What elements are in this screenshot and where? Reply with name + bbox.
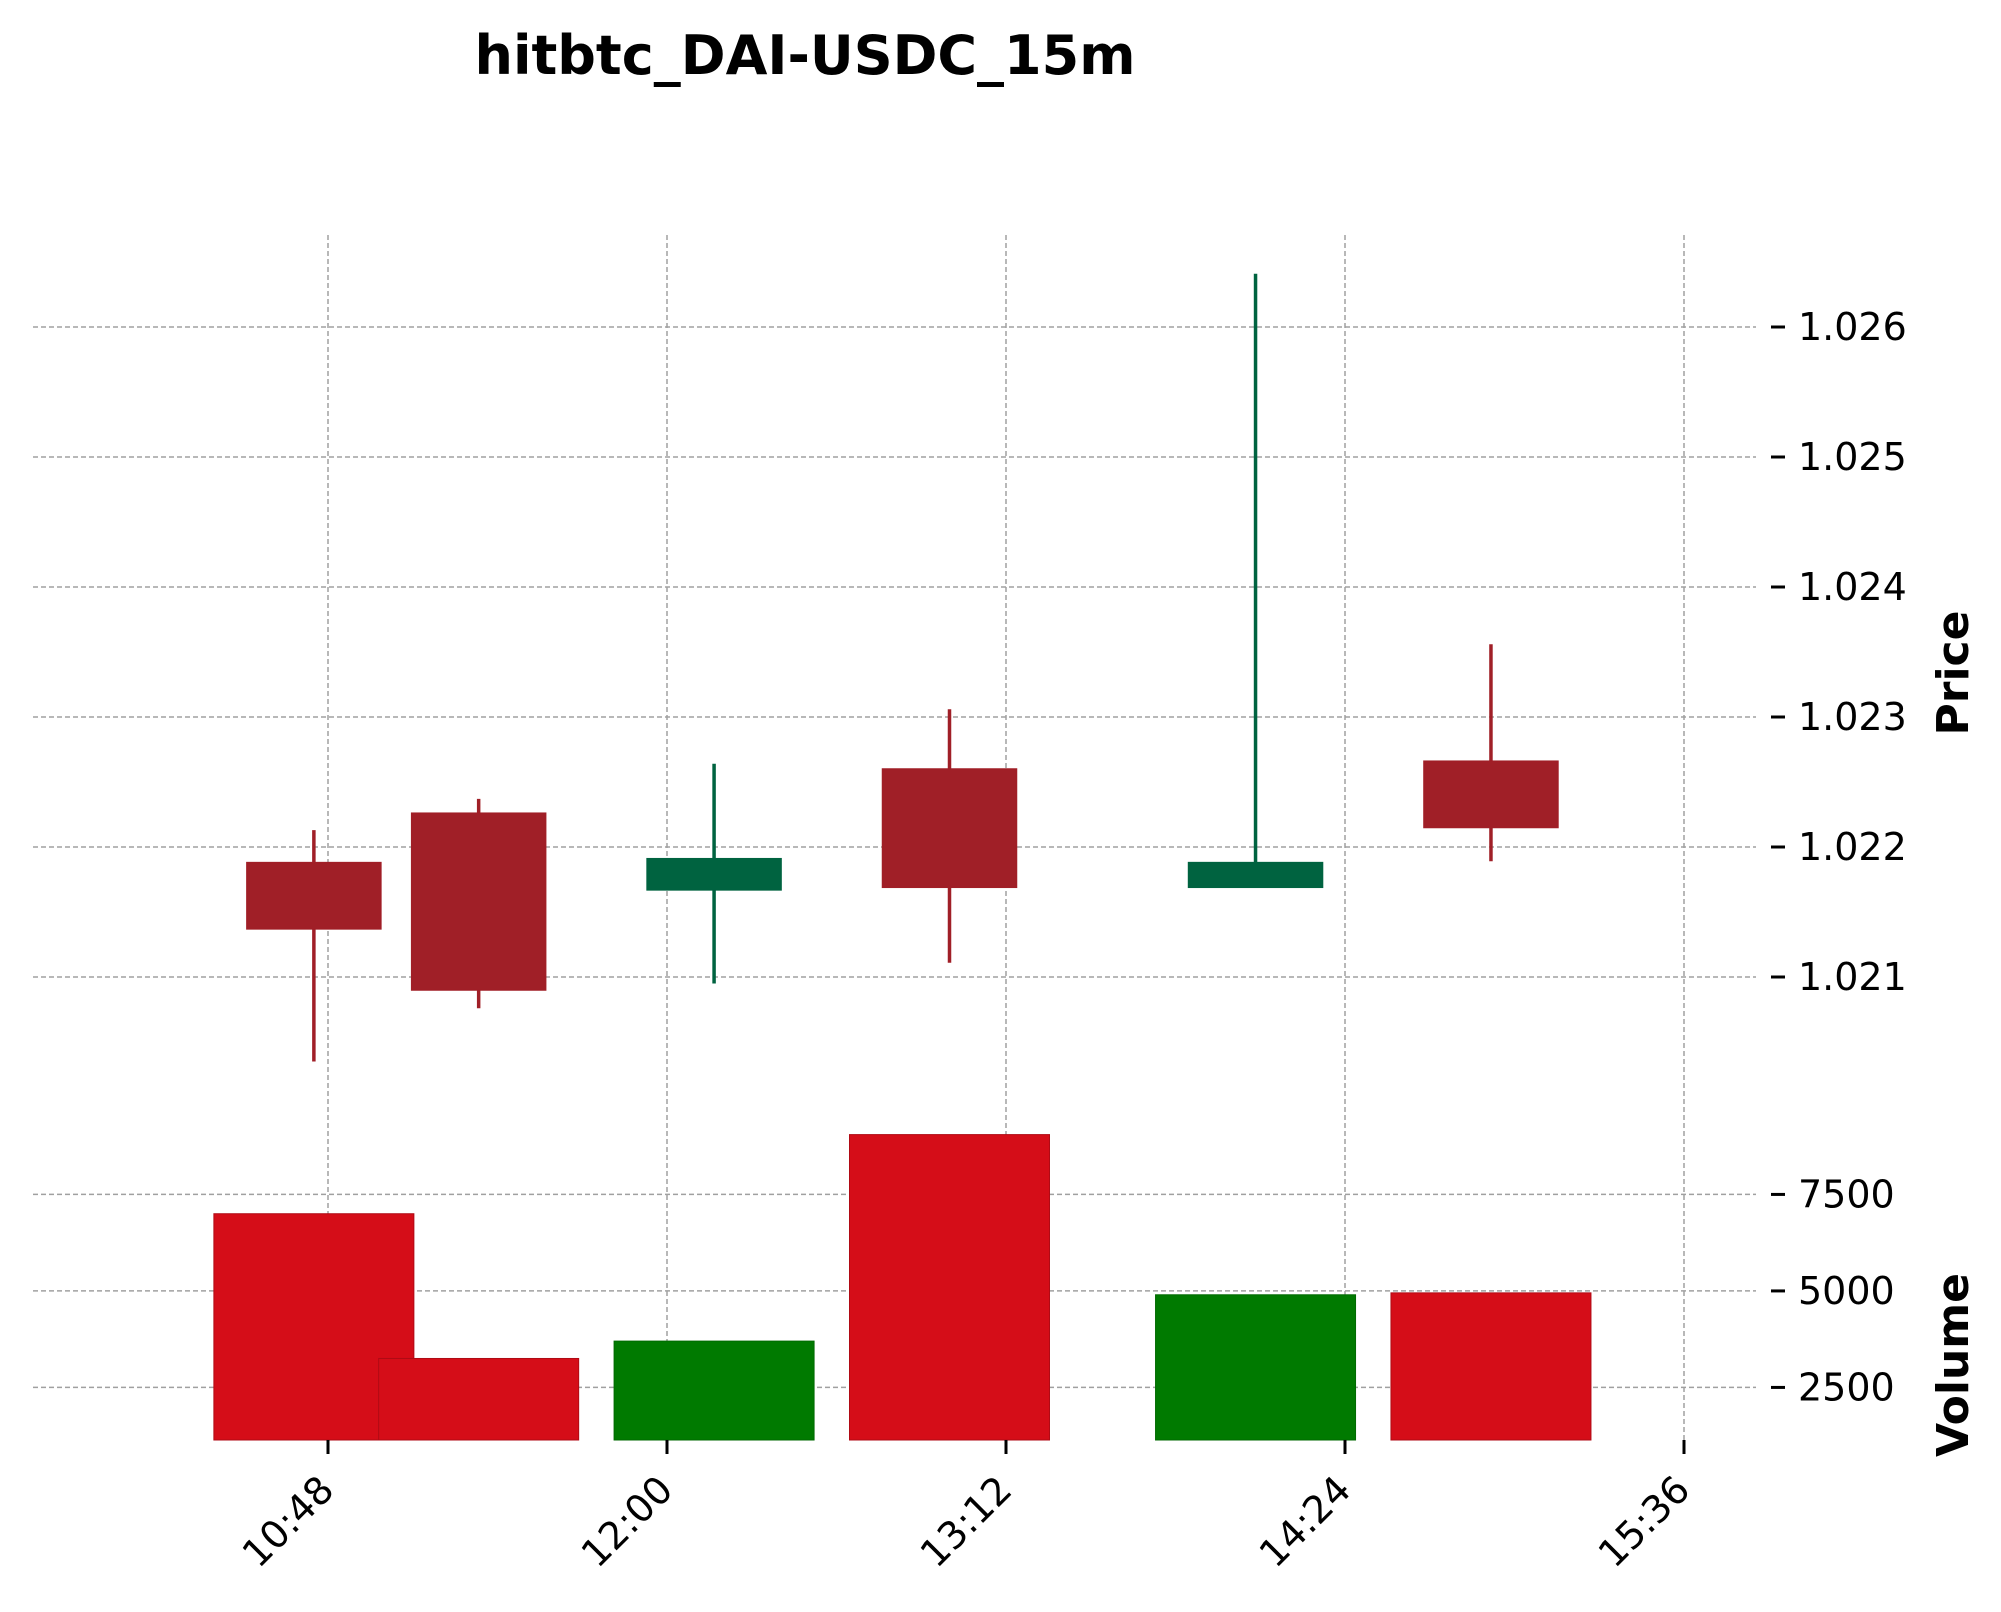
volume-tick-label: 5000	[1798, 1269, 1895, 1313]
price-axis: 1.021 1.022 1.023 1.024 1.025 1.026	[1771, 305, 1907, 999]
price-tick-label: 1.026	[1798, 305, 1907, 349]
x-tick-label: 10:48	[234, 1467, 343, 1576]
volume-bar	[378, 1357, 580, 1441]
volume-bar	[613, 1340, 815, 1441]
volume-bar	[849, 1134, 1050, 1441]
volume-bar	[1155, 1294, 1357, 1441]
x-tick-label: 12:00	[573, 1467, 682, 1576]
candle-body-down	[881, 768, 1018, 889]
price-tick-label: 1.024	[1798, 565, 1907, 609]
price-axis-label: Price	[1928, 611, 1979, 736]
price-tick-label: 1.022	[1798, 825, 1907, 869]
volume-panel	[213, 1134, 1592, 1441]
candle-body-down	[246, 861, 382, 930]
volume-axis: 2500 5000 7500	[1771, 1172, 1895, 1409]
price-tick-label: 1.021	[1798, 955, 1907, 999]
price-panel	[246, 273, 1559, 1062]
x-tick-label: 13:12	[912, 1467, 1021, 1576]
x-tick-label: 15:36	[1590, 1467, 1699, 1576]
x-axis: 10:48 12:00 13:12 14:24 15:36	[234, 1440, 1699, 1576]
candle-body-up	[646, 857, 782, 891]
volume-bar	[1390, 1292, 1592, 1441]
volume-tick-label: 2500	[1798, 1365, 1895, 1409]
price-tick-label: 1.023	[1798, 695, 1907, 739]
volume-axis-label: Volume	[1928, 1273, 1979, 1457]
grid	[33, 235, 1756, 1440]
price-tick-label: 1.025	[1798, 435, 1907, 479]
chart-title: hitbtc_DAI-USDC_15m	[475, 24, 1136, 87]
volume-tick-label: 7500	[1798, 1172, 1895, 1216]
candle-body-up	[1187, 861, 1324, 889]
x-tick-label: 14:24	[1251, 1467, 1360, 1576]
candle-body-down	[410, 812, 547, 991]
candle-body-down	[1423, 760, 1559, 829]
